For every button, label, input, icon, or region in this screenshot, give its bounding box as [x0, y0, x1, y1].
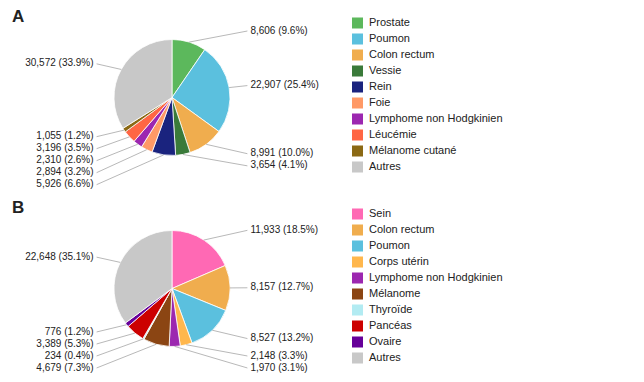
data-label: 1,055 (1.2%)	[36, 130, 93, 141]
leader-line	[230, 287, 247, 288]
pie-wedges	[114, 40, 230, 156]
data-label: 3,654 (4.1%)	[250, 159, 307, 170]
data-label: 1,970 (3.1%)	[250, 362, 307, 373]
legend-swatch	[352, 98, 363, 109]
legend-label: Thyroïde	[369, 303, 412, 315]
panel-title: B	[12, 198, 24, 217]
legend-swatch	[352, 257, 363, 268]
legend-swatch	[352, 18, 363, 29]
legend-label: Foie	[369, 96, 390, 108]
data-label: 3,389 (5.3%)	[36, 338, 93, 349]
data-label: 30,572 (33.9%)	[25, 57, 93, 68]
legend-swatch	[352, 289, 363, 300]
data-label: 8,991 (10.0%)	[250, 147, 313, 158]
legend-label: Mélanome	[369, 287, 420, 299]
legend-swatch	[352, 305, 363, 316]
data-label: 2,148 (3.3%)	[250, 350, 307, 361]
legend-swatch	[352, 353, 363, 364]
data-label: 5,926 (6.6%)	[36, 178, 93, 189]
leader-line	[186, 345, 247, 356]
data-label: 776 (1.2%)	[45, 326, 94, 337]
data-label: 2,894 (3.2%)	[36, 166, 93, 177]
legend-swatch	[352, 66, 363, 77]
legend-label: Poumon	[369, 32, 410, 44]
legend-swatch	[352, 209, 363, 220]
pie-wedge	[114, 40, 172, 129]
leader-line	[97, 137, 130, 149]
pie-panel: A30,572 (33.9%)1,055 (1.2%)3,196 (3.5%)2…	[12, 7, 503, 189]
legend-swatch	[352, 162, 363, 173]
data-labels: 22,648 (35.1%) 776 (1.2%)3,389 (5.3%)234 …	[25, 251, 156, 373]
pie-panel: B 22,648 (35.1%) 776 (1.2%)3,389 (5.3%)234…	[12, 198, 503, 373]
legend-label: Vessie	[369, 64, 401, 76]
legend-label: Pancéas	[369, 319, 412, 331]
leader-line	[189, 31, 247, 42]
leader-line	[229, 86, 247, 88]
data-label: 8,606 (9.6%)	[250, 25, 307, 36]
legend-label: Autres	[369, 351, 401, 363]
legend-label: Rein	[369, 80, 392, 92]
legend-label: Mélanome cutané	[369, 144, 456, 156]
legend-label: Léucémie	[369, 128, 417, 140]
data-label: 234 (0.4%)	[45, 350, 94, 361]
pie-wedges	[114, 231, 230, 347]
data-label: 22,648 (35.1%)	[25, 251, 93, 262]
legend-label: Colon rectum	[369, 48, 434, 60]
legend-swatch	[352, 114, 363, 125]
pie-wedge	[114, 231, 172, 323]
leader-line	[97, 339, 144, 356]
leader-line	[204, 230, 248, 240]
leader-line	[97, 64, 122, 70]
data-label: 4,679 (7.3%)	[36, 362, 93, 373]
data-labels: 8,606 (9.6%) 22,907 (25.4%) 8,991 (10.0%)3…	[183, 25, 319, 171]
data-label: 3,196 (3.5%)	[36, 142, 93, 153]
panel-title: A	[12, 7, 24, 26]
legend-swatch	[352, 146, 363, 157]
legend-label: Colon rectum	[369, 223, 434, 235]
legend-swatch	[352, 130, 363, 141]
legend-label: Lymphome non Hodgkinien	[369, 112, 503, 124]
legend-label: Corps utérin	[369, 255, 429, 267]
leader-line	[97, 257, 121, 262]
legend-label: Autres	[369, 160, 401, 172]
leader-line	[97, 144, 138, 160]
legend-swatch	[352, 82, 363, 93]
leader-line	[212, 330, 247, 338]
legend-swatch	[352, 273, 363, 284]
legend-swatch	[352, 337, 363, 348]
legend: Sein Colon rectum Poumon Corps utérin Lympho…	[352, 207, 503, 363]
legend-swatch	[352, 50, 363, 61]
leader-line	[183, 154, 247, 165]
legend-label: Prostate	[369, 16, 410, 28]
leader-line	[97, 150, 147, 173]
legend-label: Lymphome non Hodgkinien	[369, 271, 503, 283]
legend: Prostate Poumon Colon rectum Vessie Rein Foie…	[352, 16, 503, 172]
data-label: 22,907 (25.4%)	[250, 79, 318, 90]
legend-swatch	[352, 225, 363, 236]
data-labels: 30,572 (33.9%)1,055 (1.2%)3,196 (3.5%)2,…	[25, 57, 163, 189]
data-label: 8,527 (13.2%)	[250, 332, 313, 343]
leader-line	[97, 333, 135, 344]
legend-label: Ovaire	[369, 335, 401, 347]
legend-swatch	[352, 321, 363, 332]
leader-line	[175, 346, 248, 368]
legend-swatch	[352, 241, 363, 252]
leader-line	[97, 155, 164, 185]
leader-line	[97, 130, 124, 137]
leader-line	[97, 325, 127, 332]
data-label: 2,310 (2.6%)	[36, 154, 93, 165]
chart-canvas: A30,572 (33.9%)1,055 (1.2%)3,196 (3.5%)2…	[0, 0, 644, 382]
leader-line	[206, 144, 247, 153]
legend-label: Poumon	[369, 239, 410, 251]
data-labels: 11,933 (18.5%) 8,157 (12.7%) 8,527 (13.2%)…	[175, 224, 318, 373]
data-label: 8,157 (12.7%)	[250, 281, 313, 292]
data-label: 11,933 (18.5%)	[250, 224, 318, 235]
legend-label: Sein	[369, 207, 391, 219]
leader-line	[97, 344, 157, 368]
legend-swatch	[352, 34, 363, 45]
